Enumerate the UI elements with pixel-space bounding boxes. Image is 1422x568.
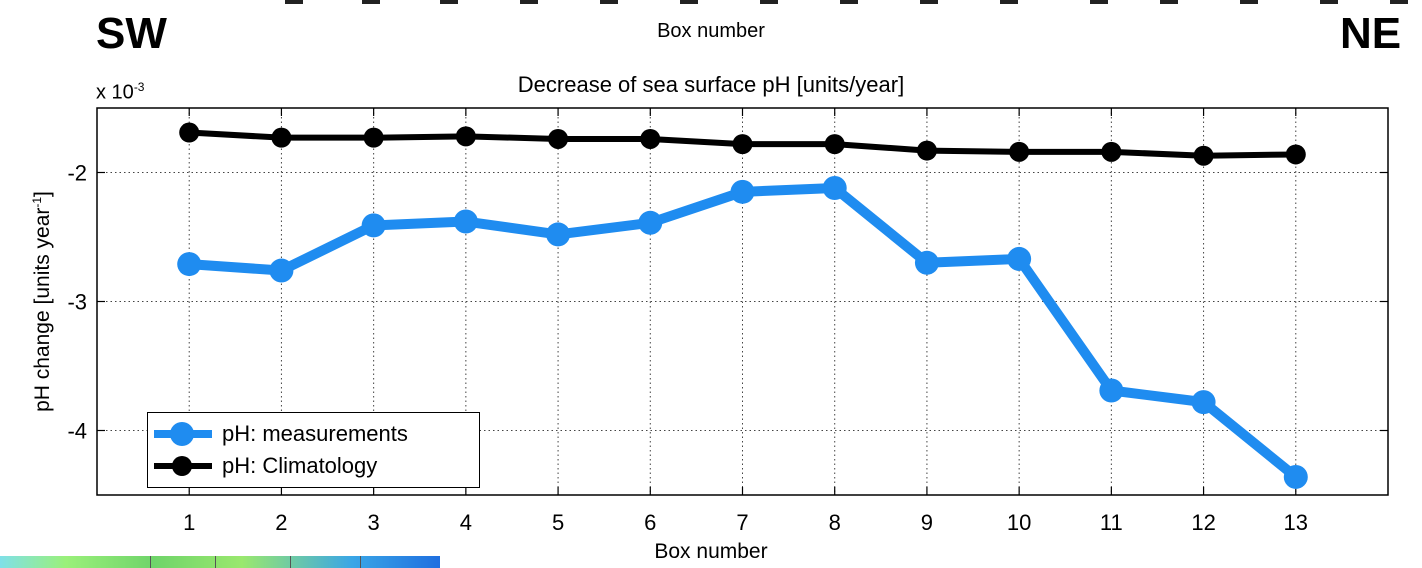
legend-item-measurements: pH: measurements	[148, 419, 479, 449]
chart-title: Decrease of sea surface pH [units/year]	[517, 72, 905, 97]
cropped-tick-mark	[520, 0, 538, 4]
legend: pH: measurements pH: Climatology	[147, 412, 480, 488]
y-tick-label: -2	[67, 161, 87, 186]
data-point-climatology	[271, 127, 292, 148]
data-point-measurements	[269, 258, 294, 283]
x-tick-label: 7	[736, 510, 748, 535]
cropped-tick-mark	[440, 0, 458, 4]
cropped-tick-mark	[600, 0, 618, 4]
cropped-top-strip	[0, 0, 1422, 8]
x-tick-label: 6	[644, 510, 656, 535]
southwest-label: SW	[96, 9, 167, 58]
data-point-measurements	[453, 209, 478, 234]
cropped-tick-mark	[1090, 0, 1108, 4]
legend-label-measurements: pH: measurements	[222, 421, 408, 446]
northeast-label: NE	[1340, 9, 1402, 58]
x-tick-label: 11	[1100, 510, 1123, 535]
y-tick-label: -3	[67, 290, 87, 315]
cropped-tick-mark	[285, 0, 303, 4]
data-point-measurements	[1099, 378, 1124, 403]
x-tick-label: 4	[460, 510, 472, 535]
data-point-climatology	[1193, 145, 1214, 166]
data-point-climatology	[916, 140, 937, 161]
cropped-tick-mark	[1000, 0, 1018, 4]
data-point-climatology	[732, 134, 753, 155]
data-point-measurements	[361, 213, 386, 238]
cropped-tick-mark	[362, 0, 380, 4]
data-point-measurements	[1191, 390, 1216, 415]
x-tick-label: 1	[183, 510, 195, 535]
data-point-measurements	[1007, 246, 1032, 271]
top-axis-label: Box number	[657, 20, 765, 42]
data-point-measurements	[730, 179, 755, 204]
x-tick-label: 2	[275, 510, 287, 535]
data-point-climatology	[1009, 141, 1030, 162]
cropped-tick-mark	[1160, 0, 1178, 4]
legend-item-climatology: pH: Climatology	[148, 451, 479, 481]
data-point-measurements	[546, 222, 571, 247]
x-tick-label: 8	[829, 510, 841, 535]
cropped-tick-mark	[1320, 0, 1338, 4]
x-tick-label: 12	[1191, 510, 1215, 535]
y-tick-label: -4	[67, 419, 87, 444]
cropped-tick-mark	[920, 0, 938, 4]
data-point-climatology	[1101, 141, 1122, 162]
cropped-tick-mark	[760, 0, 778, 4]
y-scale-exponent: -3	[133, 80, 145, 94]
cropped-tick-mark	[1390, 0, 1408, 4]
x-tick-label: 10	[1007, 510, 1031, 535]
data-point-measurements	[638, 210, 663, 235]
cropped-tick-mark	[680, 0, 698, 4]
data-point-climatology	[1285, 144, 1306, 165]
x-tick-label: 3	[368, 510, 380, 535]
data-point-climatology	[824, 134, 845, 155]
legend-marker-measurements	[170, 422, 194, 446]
data-point-climatology	[363, 127, 384, 148]
x-tick-label: 5	[552, 510, 564, 535]
cropped-tick-mark	[840, 0, 858, 4]
data-point-climatology	[640, 128, 661, 149]
legend-marker-climatology	[172, 456, 192, 476]
x-tick-label: 13	[1284, 510, 1308, 535]
x-axis-label: Box number	[654, 540, 768, 563]
cropped-map-thumbnail	[0, 556, 440, 568]
data-point-measurements	[822, 175, 847, 200]
data-point-measurements	[1283, 464, 1308, 489]
x-tick-label: 9	[921, 510, 933, 535]
data-point-climatology	[179, 122, 200, 143]
cropped-tick-mark	[1240, 0, 1258, 4]
data-point-climatology	[548, 128, 569, 149]
data-point-climatology	[455, 126, 476, 147]
data-point-measurements	[177, 252, 202, 277]
y-scale-prefix: x 10	[96, 81, 134, 104]
data-point-measurements	[914, 250, 939, 275]
y-scale-factor: x 10-3	[96, 80, 144, 105]
legend-label-climatology: pH: Climatology	[222, 453, 378, 478]
